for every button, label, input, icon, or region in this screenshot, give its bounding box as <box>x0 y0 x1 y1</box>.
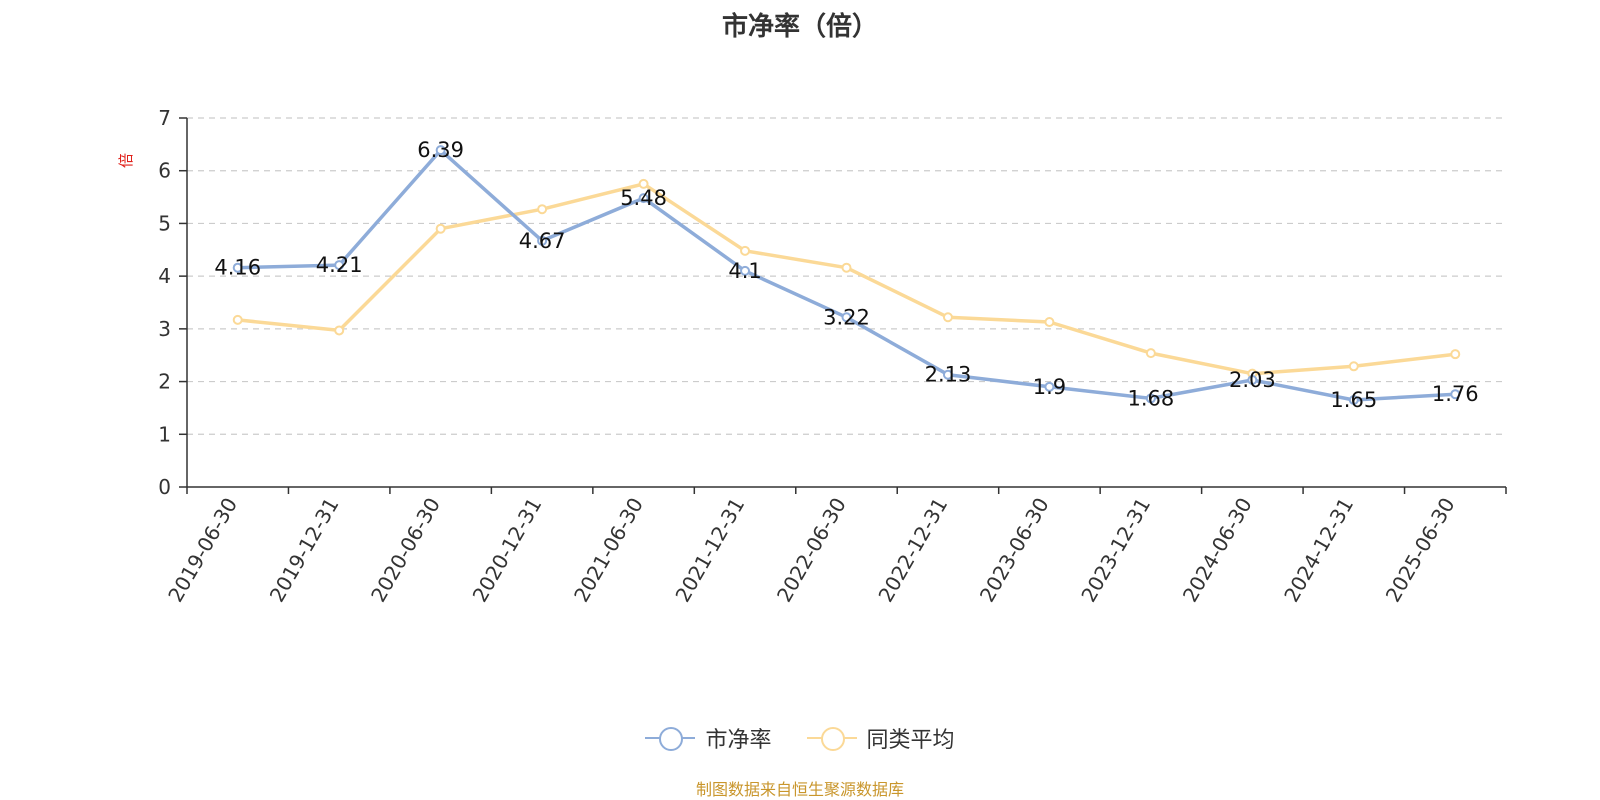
legend-item-pb[interactable]: 市净率 <box>645 722 772 754</box>
data-point-pb <box>537 235 548 246</box>
data-point-peer-avg <box>740 245 751 256</box>
data-label-pb: 4.1 <box>728 259 761 283</box>
data-point-peer-avg <box>537 204 548 215</box>
x-tick-label: 2022-06-30 <box>772 494 851 607</box>
data-points <box>232 145 1461 406</box>
data-label-pb: 1.76 <box>1432 382 1479 406</box>
data-point-pb <box>1044 381 1055 392</box>
data-label-pb: 1.9 <box>1033 375 1066 399</box>
x-tick-label: 2021-12-31 <box>670 494 749 607</box>
data-point-pb <box>435 145 446 156</box>
data-label-pb: 4.16 <box>214 256 261 280</box>
data-point-peer-avg <box>841 262 852 273</box>
y-tick-label: 7 <box>158 106 171 130</box>
y-tick-label: 6 <box>158 159 171 183</box>
data-point-peer-avg <box>232 314 243 325</box>
data-point-pb <box>1348 395 1359 406</box>
data-point-pb <box>942 369 953 380</box>
grid-lines <box>187 117 1506 435</box>
y-tick-label: 2 <box>158 370 171 394</box>
x-tick-label: 2023-06-30 <box>975 494 1054 607</box>
x-tick-label: 2022-12-31 <box>873 494 952 607</box>
series-line-peer-avg <box>237 182 1456 376</box>
legend-label-pb: 市净率 <box>705 728 772 753</box>
x-tick-label: 2025-06-30 <box>1381 494 1460 607</box>
data-point-pb <box>1450 389 1461 400</box>
data-label-pb: 1.68 <box>1128 386 1175 410</box>
x-tick-label: 2020-06-30 <box>366 493 445 606</box>
data-point-pb <box>740 265 751 276</box>
legend-circle-pb <box>659 727 684 751</box>
legend-item-peer-avg[interactable]: 同类平均 <box>806 722 955 754</box>
data-point-peer-avg <box>1145 348 1156 359</box>
data-label-pb: 3.22 <box>823 305 870 329</box>
data-point-pb <box>638 193 649 204</box>
data-label-pb: 2.13 <box>925 363 972 387</box>
y-tick-label: 1 <box>158 422 171 446</box>
y-tick-label: 4 <box>158 264 171 288</box>
chart-title: 市净率（倍） <box>721 12 878 42</box>
data-label-pb: 5.48 <box>620 186 667 210</box>
data-point-peer-avg <box>1348 361 1359 372</box>
data-label-pb: 2.03 <box>1229 368 1276 392</box>
y-tick-label: 5 <box>158 211 171 235</box>
y-axis-unit-label: 倍 <box>117 152 136 169</box>
source-note: 制图数据来自恒生聚源数据库 <box>695 780 904 799</box>
x-tick-label: 2023-12-31 <box>1076 494 1155 607</box>
x-tick-label: 2019-06-30 <box>163 494 242 607</box>
data-point-pb <box>841 312 852 323</box>
data-label-pb: 1.65 <box>1330 388 1377 412</box>
data-label-pb: 6.39 <box>417 138 464 162</box>
series-lines <box>237 148 1456 402</box>
series-line-pb <box>237 148 1456 402</box>
data-labels: 4.16 4.21 6.39 4.67 5.48 4.1 3.22 2.13 1.9 1.68 2.… <box>214 138 1478 412</box>
axes: 0 1 2 3 4 5 6 7 2019-06-30 2019-12-31 2020-06-30 20… <box>158 106 1507 607</box>
data-label-pb: 4.21 <box>316 253 363 277</box>
legend: 市净率 同类平均 <box>0 722 1600 756</box>
data-point-peer-avg <box>638 178 649 189</box>
y-tick-label: 3 <box>158 317 171 341</box>
data-point-peer-avg <box>435 223 446 234</box>
data-point-peer-avg <box>942 312 953 323</box>
data-point-pb <box>232 262 243 273</box>
data-point-pb <box>1145 393 1156 404</box>
data-point-peer-avg <box>1044 317 1055 328</box>
data-point-peer-avg <box>334 325 345 336</box>
legend-symbol-peer-avg <box>806 726 857 751</box>
y-tick-label: 0 <box>158 475 171 499</box>
x-tick-label: 2021-06-30 <box>569 494 648 607</box>
data-point-peer-avg <box>1450 349 1461 360</box>
data-label-pb: 4.67 <box>519 229 566 253</box>
data-point-pb <box>334 260 345 271</box>
data-point-pb <box>1247 374 1258 385</box>
legend-symbol-pb <box>645 726 696 751</box>
x-tick-label: 2024-12-31 <box>1279 494 1358 607</box>
x-tick-label: 2019-12-31 <box>265 494 344 607</box>
legend-circle-peer-avg <box>820 727 845 751</box>
x-tick-label: 2024-06-30 <box>1178 494 1257 607</box>
legend-label-peer-avg: 同类平均 <box>866 728 955 753</box>
x-tick-label: 2020-12-31 <box>468 494 547 607</box>
